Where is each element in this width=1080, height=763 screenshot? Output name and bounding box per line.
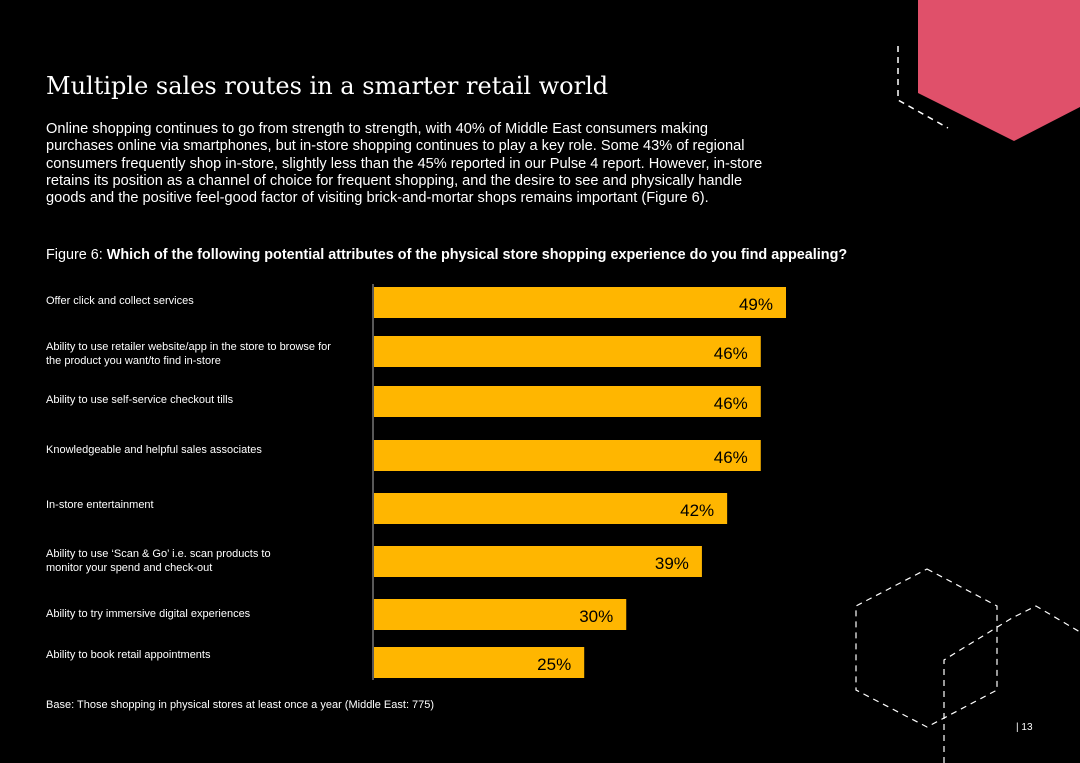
base-note: Base: Those shopping in physical stores …: [46, 699, 435, 711]
bar-value-label: 39%: [655, 554, 689, 573]
figure-caption: Figure 6: Which of the following potenti…: [46, 247, 1046, 263]
bar: [374, 599, 627, 630]
category-label: Ability to book retail appointments: [46, 649, 211, 661]
bar: [374, 493, 728, 524]
category-label: Ability to try immersive digital experie…: [46, 608, 251, 620]
pink-hexagon-shape: [918, 0, 1080, 141]
hexagon-outline-left: [855, 568, 998, 728]
bar: [374, 336, 761, 367]
category-label: Ability to use self-service checkout til…: [46, 394, 234, 406]
bar: [374, 440, 761, 471]
figure-question: Which of the following potential attribu…: [106, 247, 848, 263]
bar-value-label: 42%: [680, 501, 714, 520]
top-dashed-outline: [897, 46, 949, 129]
intro-paragraph: Online shopping continues to go from str…: [46, 121, 763, 207]
figure-label: Figure 6:: [46, 247, 103, 263]
bar-value-label: 46%: [714, 394, 748, 413]
bar: [374, 647, 585, 678]
bar-value-label: 25%: [537, 655, 571, 674]
category-label: Offer click and collect services: [46, 295, 194, 307]
category-label: Ability to use ‘Scan & Go’ i.e. scan pro…: [46, 548, 271, 574]
page-title: Multiple sales routes in a smarter retai…: [46, 72, 609, 100]
bar: [374, 386, 761, 417]
bar-value-label: 46%: [714, 344, 748, 363]
bar-value-label: 46%: [714, 448, 748, 467]
page-number: | 13: [1016, 722, 1033, 733]
category-label: Knowledgeable and helpful sales associat…: [46, 444, 262, 456]
category-label: In-store entertainment: [46, 499, 154, 511]
category-label: Ability to use retailer website/app in t…: [46, 341, 331, 367]
bar: [374, 287, 786, 318]
bar: [374, 546, 702, 577]
hexagon-outline-right: [943, 605, 1080, 763]
bar-value-label: 49%: [739, 295, 773, 314]
bar-value-label: 30%: [579, 607, 613, 626]
